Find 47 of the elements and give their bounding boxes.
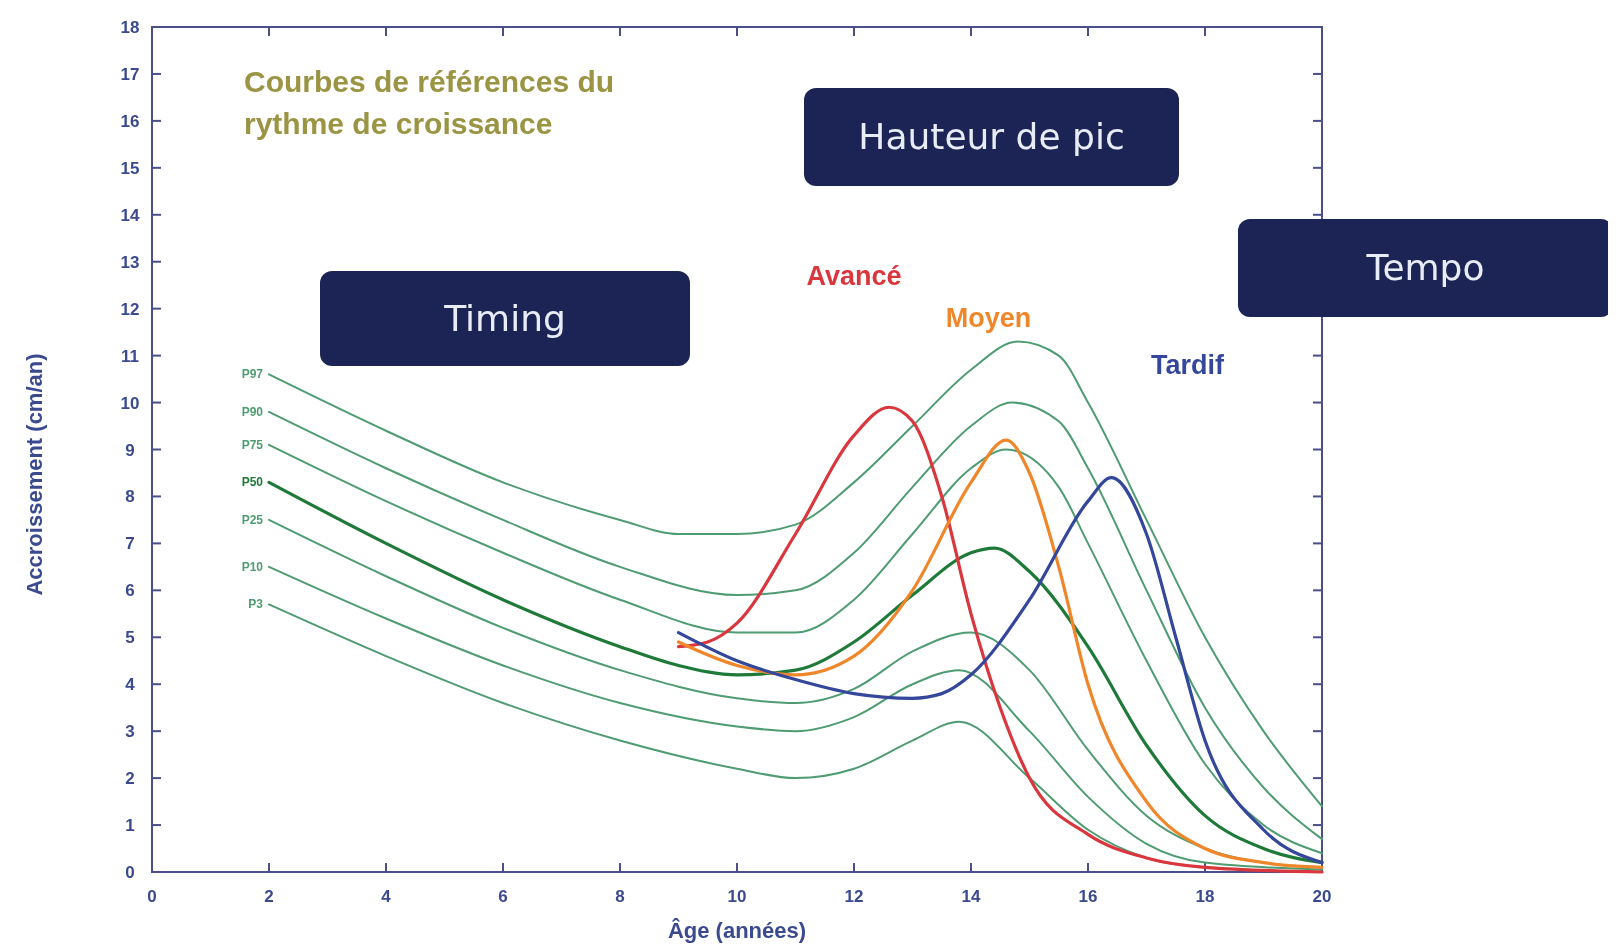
y-tick-label: 17 [120, 64, 140, 84]
y-tick-label: 7 [125, 534, 135, 554]
y-tick-label: 5 [125, 628, 135, 648]
y-axis-title: Accroissement (cm/an) [22, 353, 47, 596]
y-tick-label: 2 [125, 769, 135, 789]
x-tick-label: 14 [961, 887, 981, 906]
x-tick-label: 8 [615, 887, 625, 906]
y-tick-label: 14 [120, 205, 140, 225]
x-tick-label: 4 [381, 887, 392, 906]
text: Moyen [945, 303, 1032, 334]
y-tick-label: 9 [125, 440, 135, 460]
y-tick-label: 6 [125, 581, 135, 601]
text: Avancé [806, 261, 902, 292]
y-tick-label: 15 [120, 158, 140, 178]
line-series [268, 340, 1323, 808]
annotation: Timing [443, 297, 566, 339]
y-tick-label: 8 [125, 487, 135, 507]
y-tick-label: 0 [125, 863, 135, 882]
x-tick-label: 2 [264, 887, 274, 906]
series-label: P90 [241, 404, 264, 419]
y-tick-label: 16 [120, 111, 140, 131]
y-tick-label: 11 [121, 346, 139, 366]
series-label: P3 [248, 597, 264, 612]
series-label: P97 [241, 367, 264, 382]
series-label: P75 [241, 437, 264, 452]
x-tick-label: 16 [1078, 887, 1098, 906]
series-label: P10 [241, 559, 264, 574]
text: Courbes de références du rythme de croissance [244, 65, 615, 140]
x-tick-label: 18 [1195, 887, 1215, 906]
x-tick-label: 10 [727, 887, 747, 906]
x-tick-label: 0 [147, 887, 157, 906]
x-axis-title: Âge (années) [667, 918, 807, 943]
y-tick-label: 3 [125, 722, 135, 742]
x-tick-label: 12 [844, 887, 864, 906]
y-tick-label: 10 [120, 393, 140, 413]
x-tick-label: 20 [1312, 887, 1332, 906]
y-tick-label: 18 [120, 18, 140, 37]
series-label: P25 [241, 512, 264, 527]
y-tick-label: 12 [120, 299, 140, 319]
y-tick-label: 1 [125, 816, 135, 836]
text: Tempo [1365, 247, 1485, 288]
annotation: Hauteur de pic [858, 116, 1125, 157]
series-label: P50 [241, 475, 264, 490]
text: Tardif [1150, 350, 1225, 381]
y-tick-label: 13 [120, 252, 140, 272]
x-tick-label: 6 [498, 887, 508, 906]
y-tick-label: 4 [125, 675, 136, 695]
